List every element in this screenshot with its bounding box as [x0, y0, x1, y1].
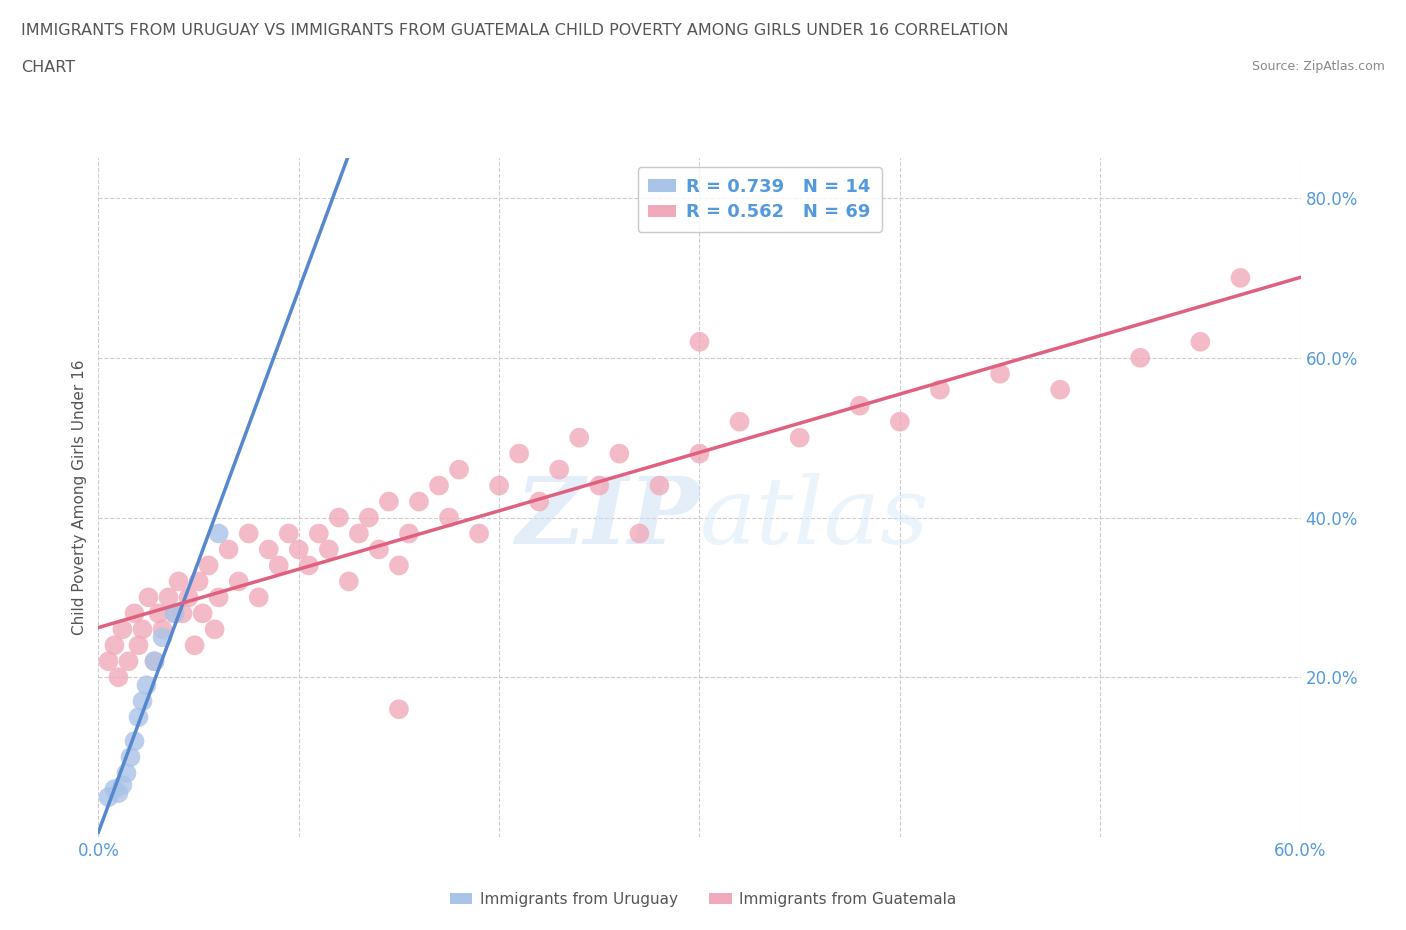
- Point: [163, 606, 186, 621]
- Point: [488, 478, 510, 493]
- Text: IMMIGRANTS FROM URUGUAY VS IMMIGRANTS FROM GUATEMALA CHILD POVERTY AMONG GIRLS U: IMMIGRANTS FROM URUGUAY VS IMMIGRANTS FR…: [21, 23, 1008, 38]
- Point: [929, 382, 952, 397]
- Point: [197, 558, 219, 573]
- Point: [97, 790, 120, 804]
- Point: [218, 542, 240, 557]
- Point: [131, 694, 153, 709]
- Point: [398, 526, 420, 541]
- Point: [568, 431, 591, 445]
- Point: [328, 510, 350, 525]
- Point: [183, 638, 205, 653]
- Point: [97, 654, 120, 669]
- Point: [427, 478, 450, 493]
- Legend: R = 0.739   N = 14, R = 0.562   N = 69: R = 0.739 N = 14, R = 0.562 N = 69: [637, 167, 882, 232]
- Point: [298, 558, 321, 573]
- Point: [988, 366, 1011, 381]
- Point: [1189, 335, 1212, 350]
- Point: [152, 630, 174, 644]
- Text: CHART: CHART: [21, 60, 75, 75]
- Point: [111, 777, 134, 792]
- Point: [238, 526, 260, 541]
- Point: [107, 786, 129, 801]
- Text: ZIP: ZIP: [515, 473, 699, 563]
- Point: [177, 590, 200, 604]
- Point: [508, 446, 530, 461]
- Point: [167, 574, 190, 589]
- Point: [124, 734, 146, 749]
- Point: [103, 638, 125, 653]
- Text: Source: ZipAtlas.com: Source: ZipAtlas.com: [1251, 60, 1385, 73]
- Point: [131, 622, 153, 637]
- Y-axis label: Child Poverty Among Girls Under 16: Child Poverty Among Girls Under 16: [72, 360, 87, 635]
- Point: [257, 542, 280, 557]
- Point: [529, 494, 551, 509]
- Point: [728, 414, 751, 429]
- Point: [143, 654, 166, 669]
- Point: [357, 510, 380, 525]
- Point: [378, 494, 401, 509]
- Point: [628, 526, 651, 541]
- Point: [111, 622, 134, 637]
- Point: [247, 590, 270, 604]
- Point: [187, 574, 209, 589]
- Point: [103, 781, 125, 796]
- Point: [688, 335, 710, 350]
- Point: [204, 622, 226, 637]
- Point: [408, 494, 430, 509]
- Point: [152, 622, 174, 637]
- Point: [120, 750, 142, 764]
- Point: [1049, 382, 1071, 397]
- Point: [143, 654, 166, 669]
- Point: [208, 590, 231, 604]
- Point: [889, 414, 911, 429]
- Point: [117, 654, 139, 669]
- Point: [128, 638, 150, 653]
- Point: [157, 590, 180, 604]
- Point: [347, 526, 370, 541]
- Point: [138, 590, 160, 604]
- Point: [308, 526, 330, 541]
- Point: [277, 526, 299, 541]
- Legend: Immigrants from Uruguay, Immigrants from Guatemala: Immigrants from Uruguay, Immigrants from…: [443, 886, 963, 913]
- Point: [789, 431, 811, 445]
- Point: [135, 678, 157, 693]
- Point: [172, 606, 194, 621]
- Point: [849, 398, 872, 413]
- Point: [228, 574, 250, 589]
- Point: [1229, 271, 1251, 286]
- Point: [318, 542, 340, 557]
- Point: [388, 558, 411, 573]
- Point: [128, 710, 150, 724]
- Point: [648, 478, 671, 493]
- Point: [191, 606, 214, 621]
- Point: [468, 526, 491, 541]
- Point: [548, 462, 571, 477]
- Point: [124, 606, 146, 621]
- Point: [148, 606, 170, 621]
- Point: [107, 670, 129, 684]
- Point: [267, 558, 290, 573]
- Point: [208, 526, 231, 541]
- Point: [115, 765, 138, 780]
- Point: [163, 606, 186, 621]
- Point: [588, 478, 610, 493]
- Text: atlas: atlas: [699, 473, 929, 563]
- Point: [1129, 351, 1152, 365]
- Point: [288, 542, 311, 557]
- Point: [447, 462, 470, 477]
- Point: [388, 702, 411, 717]
- Point: [688, 446, 710, 461]
- Point: [337, 574, 360, 589]
- Point: [609, 446, 631, 461]
- Point: [437, 510, 460, 525]
- Point: [368, 542, 391, 557]
